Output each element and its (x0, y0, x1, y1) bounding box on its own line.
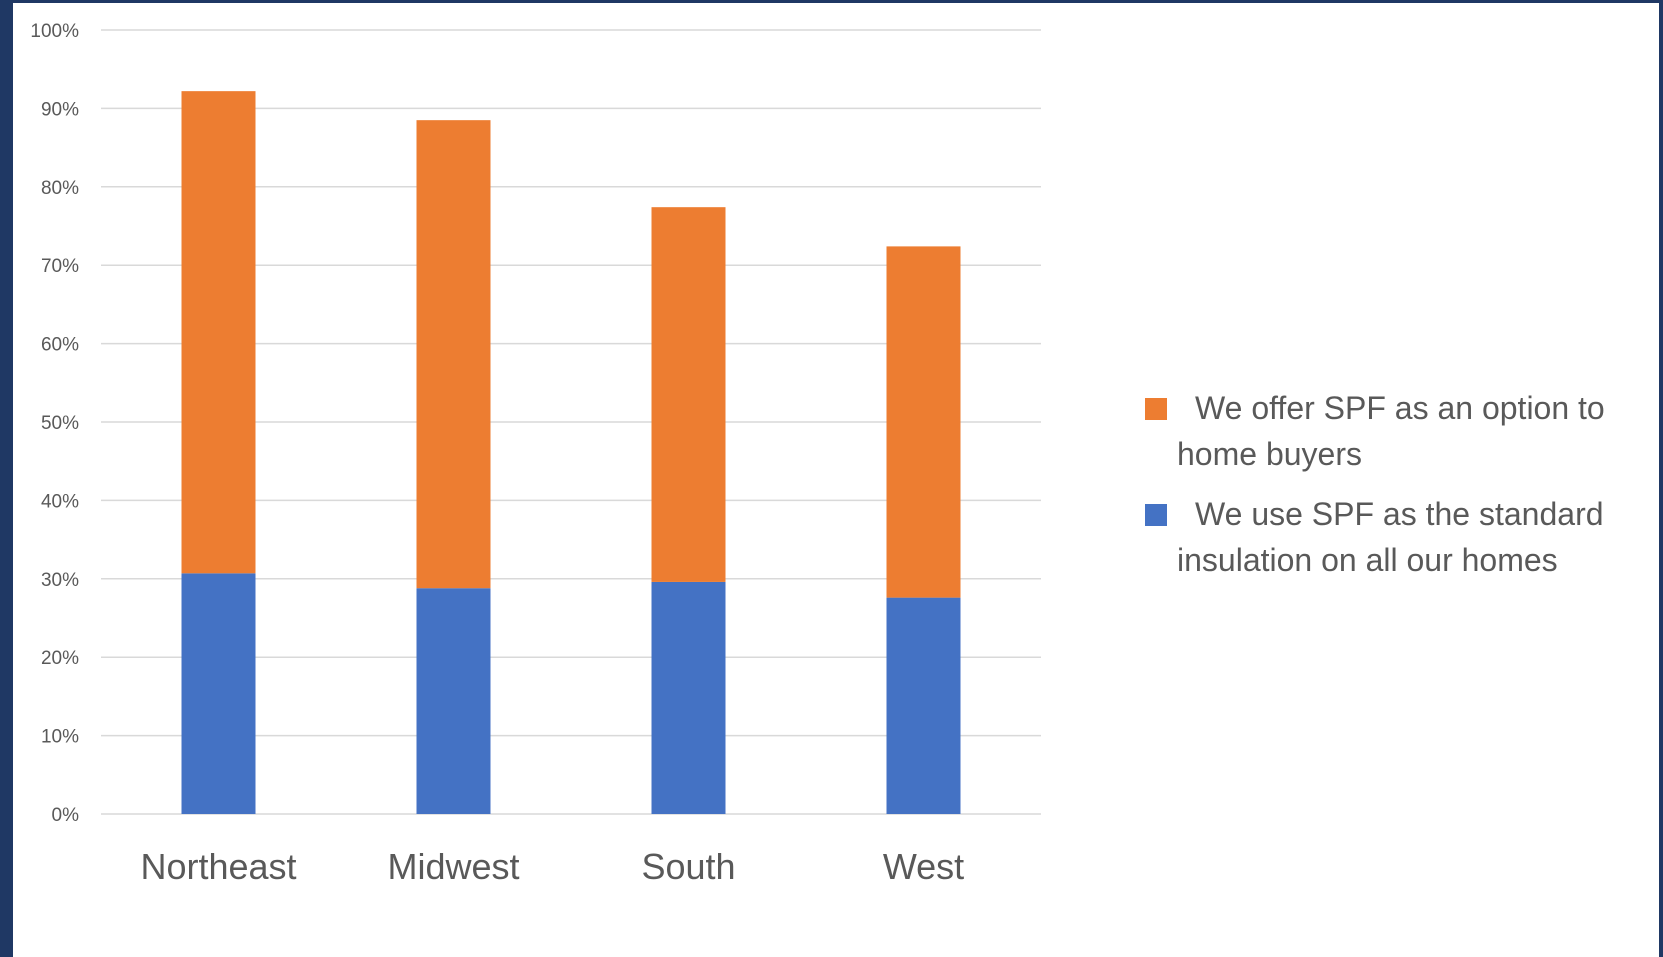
legend-item-standard: We use SPF as the standard insulation on… (1145, 491, 1645, 583)
bar-west-series-0 (886, 597, 961, 814)
y-tick-label: 10% (41, 727, 79, 748)
y-tick-label: 30% (41, 570, 79, 591)
y-tick-label: 100% (30, 21, 79, 42)
y-tick-label: 20% (41, 648, 79, 669)
legend-item-offer: We offer SPF as an option to home buyers (1145, 385, 1645, 477)
legend-swatch-offer (1145, 398, 1167, 420)
y-axis-ticks: 0% 10% 20% 30% 40% 50% 60% 70% 80% 90% 100% (30, 21, 79, 826)
bars (181, 91, 961, 814)
y-tick-label: 90% (41, 99, 79, 120)
y-tick-label: 70% (41, 256, 79, 277)
bar-south-series-1 (651, 207, 726, 582)
x-axis-ticks: Northeast Midwest South West (140, 846, 964, 887)
bar-midwest-series-0 (416, 588, 491, 814)
gridlines (101, 29, 1041, 815)
x-tick-label-west: West (883, 846, 964, 887)
bar-northeast-series-1 (181, 91, 256, 574)
legend-label-standard: We use SPF as the standard insulation on… (1177, 496, 1604, 578)
bar-south-series-0 (651, 581, 726, 814)
x-tick-label-northeast: Northeast (140, 846, 296, 887)
bar-west-series-1 (886, 246, 961, 598)
stacked-bar-chart: 0% 10% 20% 30% 40% 50% 60% 70% 80% 90% 100% Northe… (30, 21, 1041, 887)
legend-label-offer: We offer SPF as an option to home buyers (1177, 390, 1605, 472)
legend-swatch-standard (1145, 504, 1167, 526)
legend: We offer SPF as an option to home buyers… (1145, 385, 1645, 597)
bar-midwest-series-1 (416, 120, 491, 589)
x-tick-label-south: South (641, 846, 735, 887)
chart-area: 0% 10% 20% 30% 40% 50% 60% 70% 80% 90% 100% Northe… (13, 3, 1659, 957)
y-tick-label: 60% (41, 335, 79, 356)
y-tick-label: 50% (41, 413, 79, 434)
bar-northeast-series-0 (181, 573, 256, 814)
x-tick-label-midwest: Midwest (387, 846, 519, 887)
y-tick-label: 80% (41, 178, 79, 199)
y-tick-label: 40% (41, 491, 79, 512)
y-tick-label: 0% (52, 805, 80, 826)
